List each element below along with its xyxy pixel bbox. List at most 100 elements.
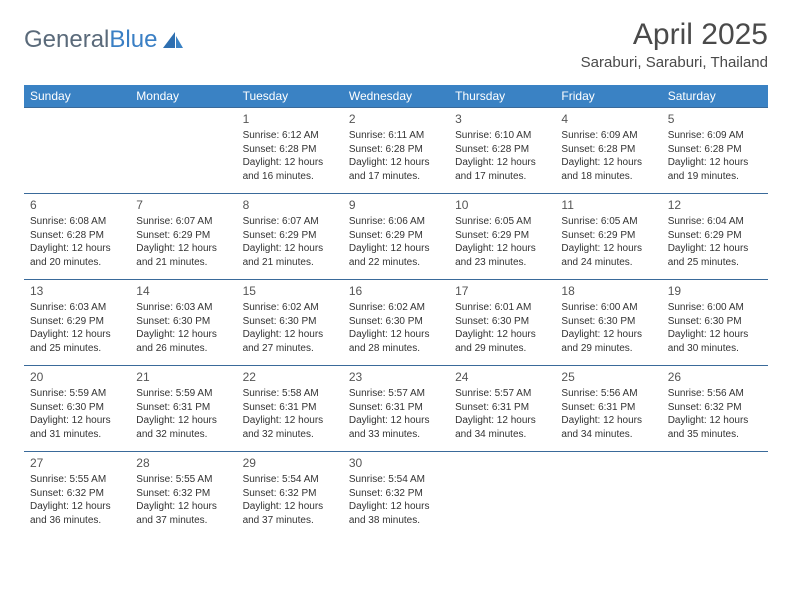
day-number: 13 <box>30 283 124 299</box>
day-number: 7 <box>136 197 230 213</box>
calendar-cell: 15Sunrise: 6:02 AMSunset: 6:30 PMDayligh… <box>237 280 343 366</box>
logo-sail-icon <box>161 30 185 50</box>
sunrise-line: Sunrise: 5:57 AM <box>455 387 549 401</box>
calendar-cell-empty <box>662 452 768 538</box>
sunrise-line: Sunrise: 5:54 AM <box>243 473 337 487</box>
calendar-cell: 7Sunrise: 6:07 AMSunset: 6:29 PMDaylight… <box>130 194 236 280</box>
sunset-line: Sunset: 6:30 PM <box>30 401 124 415</box>
day-number: 14 <box>136 283 230 299</box>
day-number: 18 <box>561 283 655 299</box>
calendar-table: SundayMondayTuesdayWednesdayThursdayFrid… <box>24 85 768 538</box>
calendar-cell: 10Sunrise: 6:05 AMSunset: 6:29 PMDayligh… <box>449 194 555 280</box>
calendar-cell: 18Sunrise: 6:00 AMSunset: 6:30 PMDayligh… <box>555 280 661 366</box>
sunrise-line: Sunrise: 6:10 AM <box>455 129 549 143</box>
calendar-cell: 12Sunrise: 6:04 AMSunset: 6:29 PMDayligh… <box>662 194 768 280</box>
daylight-line: Daylight: 12 hours and 17 minutes. <box>455 156 549 183</box>
daylight-line: Daylight: 12 hours and 25 minutes. <box>30 328 124 355</box>
sunset-line: Sunset: 6:32 PM <box>668 401 762 415</box>
day-number: 4 <box>561 111 655 127</box>
sunrise-line: Sunrise: 6:07 AM <box>136 215 230 229</box>
calendar-cell: 17Sunrise: 6:01 AMSunset: 6:30 PMDayligh… <box>449 280 555 366</box>
sunrise-line: Sunrise: 6:06 AM <box>349 215 443 229</box>
calendar-cell: 19Sunrise: 6:00 AMSunset: 6:30 PMDayligh… <box>662 280 768 366</box>
sunset-line: Sunset: 6:30 PM <box>136 315 230 329</box>
day-number: 23 <box>349 369 443 385</box>
day-header: Wednesday <box>343 85 449 108</box>
day-header: Saturday <box>662 85 768 108</box>
sunrise-line: Sunrise: 6:03 AM <box>30 301 124 315</box>
daylight-line: Daylight: 12 hours and 31 minutes. <box>30 414 124 441</box>
calendar-cell: 16Sunrise: 6:02 AMSunset: 6:30 PMDayligh… <box>343 280 449 366</box>
daylight-line: Daylight: 12 hours and 17 minutes. <box>349 156 443 183</box>
calendar-cell: 26Sunrise: 5:56 AMSunset: 6:32 PMDayligh… <box>662 366 768 452</box>
sunset-line: Sunset: 6:28 PM <box>561 143 655 157</box>
calendar-cell: 13 Sunrise: 6:03 AMSunset: 6:29 PMDayligh… <box>24 280 130 366</box>
day-number: 21 <box>136 369 230 385</box>
sunset-line: Sunset: 6:28 PM <box>30 229 124 243</box>
calendar-cell: 25Sunrise: 5:56 AMSunset: 6:31 PMDayligh… <box>555 366 661 452</box>
day-number: 27 <box>30 455 124 471</box>
daylight-line: Daylight: 12 hours and 23 minutes. <box>455 242 549 269</box>
calendar-cell: 14Sunrise: 6:03 AMSunset: 6:30 PMDayligh… <box>130 280 236 366</box>
day-number: 17 <box>455 283 549 299</box>
sunset-line: Sunset: 6:30 PM <box>243 315 337 329</box>
day-number: 9 <box>349 197 443 213</box>
daylight-line: Daylight: 12 hours and 30 minutes. <box>668 328 762 355</box>
calendar-week-row: 27Sunrise: 5:55 AMSunset: 6:32 PMDayligh… <box>24 452 768 538</box>
day-number: 19 <box>668 283 762 299</box>
daylight-line: Daylight: 12 hours and 29 minutes. <box>455 328 549 355</box>
calendar-cell-empty <box>449 452 555 538</box>
daylight-line: Daylight: 12 hours and 38 minutes. <box>349 500 443 527</box>
calendar-cell: 29Sunrise: 5:54 AMSunset: 6:32 PMDayligh… <box>237 452 343 538</box>
logo-text-general: General <box>24 26 109 54</box>
sunrise-line: Sunrise: 6:03 AM <box>136 301 230 315</box>
sunrise-line: Sunrise: 5:57 AM <box>349 387 443 401</box>
sunrise-line: Sunrise: 6:09 AM <box>561 129 655 143</box>
sunrise-line: Sunrise: 6:02 AM <box>349 301 443 315</box>
day-header: Friday <box>555 85 661 108</box>
header: GeneralBlue April 2025 Saraburi, Sarabur… <box>24 18 768 71</box>
day-number: 20 <box>30 369 124 385</box>
daylight-line: Daylight: 12 hours and 24 minutes. <box>561 242 655 269</box>
sunrise-line: Sunrise: 5:54 AM <box>349 473 443 487</box>
calendar-cell: 21Sunrise: 5:59 AMSunset: 6:31 PMDayligh… <box>130 366 236 452</box>
sunset-line: Sunset: 6:28 PM <box>455 143 549 157</box>
sunrise-line: Sunrise: 5:55 AM <box>30 473 124 487</box>
calendar-cell: 30Sunrise: 5:54 AMSunset: 6:32 PMDayligh… <box>343 452 449 538</box>
daylight-line: Daylight: 12 hours and 28 minutes. <box>349 328 443 355</box>
logo: GeneralBlue <box>24 18 185 54</box>
sunset-line: Sunset: 6:29 PM <box>30 315 124 329</box>
calendar-cell-empty <box>24 108 130 194</box>
day-number: 25 <box>561 369 655 385</box>
calendar-week-row: 1Sunrise: 6:12 AMSunset: 6:28 PMDaylight… <box>24 108 768 194</box>
calendar-cell: 6Sunrise: 6:08 AMSunset: 6:28 PMDaylight… <box>24 194 130 280</box>
sunset-line: Sunset: 6:29 PM <box>455 229 549 243</box>
daylight-line: Daylight: 12 hours and 33 minutes. <box>349 414 443 441</box>
daylight-line: Daylight: 12 hours and 16 minutes. <box>243 156 337 183</box>
daylight-line: Daylight: 12 hours and 21 minutes. <box>136 242 230 269</box>
day-number: 26 <box>668 369 762 385</box>
daylight-line: Daylight: 12 hours and 29 minutes. <box>561 328 655 355</box>
sunrise-line: Sunrise: 6:05 AM <box>561 215 655 229</box>
daylight-line: Daylight: 12 hours and 21 minutes. <box>243 242 337 269</box>
month-title: April 2025 <box>581 18 768 52</box>
sunset-line: Sunset: 6:31 PM <box>136 401 230 415</box>
calendar-cell: 5Sunrise: 6:09 AMSunset: 6:28 PMDaylight… <box>662 108 768 194</box>
day-number: 1 <box>243 111 337 127</box>
day-header-row: SundayMondayTuesdayWednesdayThursdayFrid… <box>24 85 768 108</box>
day-number: 8 <box>243 197 337 213</box>
calendar-cell: 3 Sunrise: 6:10 AMSunset: 6:28 PMDaylight… <box>449 108 555 194</box>
day-number: 12 <box>668 197 762 213</box>
calendar-cell: 20Sunrise: 5:59 AMSunset: 6:30 PMDayligh… <box>24 366 130 452</box>
daylight-line: Daylight: 12 hours and 19 minutes. <box>668 156 762 183</box>
day-number: 3 <box>455 111 549 127</box>
sunset-line: Sunset: 6:30 PM <box>561 315 655 329</box>
title-block: April 2025 Saraburi, Saraburi, Thailand <box>581 18 768 71</box>
day-number: 15 <box>243 283 337 299</box>
daylight-line: Daylight: 12 hours and 34 minutes. <box>455 414 549 441</box>
sunset-line: Sunset: 6:28 PM <box>243 143 337 157</box>
sunset-line: Sunset: 6:30 PM <box>668 315 762 329</box>
day-header: Thursday <box>449 85 555 108</box>
daylight-line: Daylight: 12 hours and 32 minutes. <box>136 414 230 441</box>
sunset-line: Sunset: 6:28 PM <box>349 143 443 157</box>
